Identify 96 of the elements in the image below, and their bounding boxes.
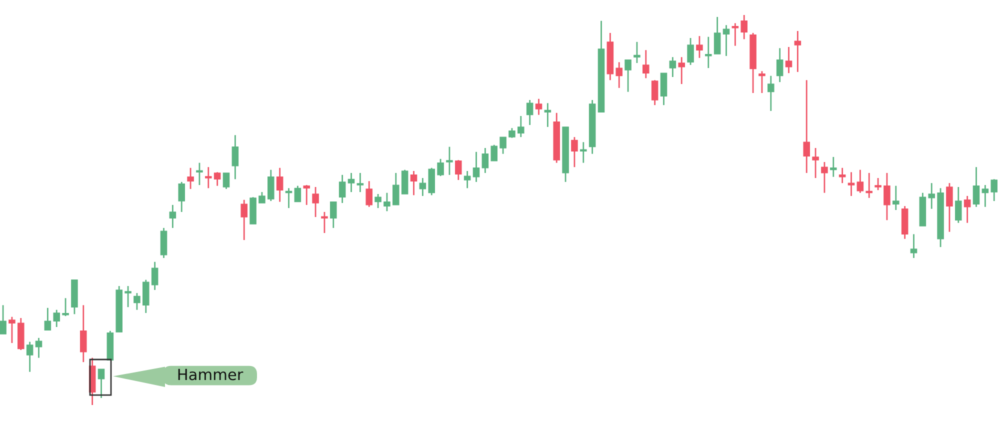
candlestick	[794, 30, 802, 73]
candlestick	[714, 16, 721, 55]
candlestick	[142, 279, 150, 314]
candlestick	[740, 14, 748, 40]
candlestick	[526, 99, 534, 126]
candlestick	[758, 70, 766, 94]
candlestick	[366, 180, 372, 208]
candlestick	[0, 304, 6, 335]
candlestick	[500, 136, 506, 155]
candlestick	[660, 72, 668, 106]
candlestick	[222, 172, 230, 190]
candlestick	[544, 102, 552, 128]
candlestick	[634, 41, 640, 64]
candlestick	[392, 172, 400, 206]
candlestick	[972, 166, 980, 208]
candlestick	[464, 170, 471, 189]
candlestick	[312, 186, 319, 218]
candlestick	[768, 75, 774, 112]
candlestick	[848, 171, 855, 197]
candlestick	[616, 61, 622, 89]
candlestick	[98, 368, 105, 399]
candlestick	[35, 337, 42, 359]
candlestick	[624, 59, 632, 93]
candlestick	[821, 161, 828, 194]
candlestick	[178, 181, 185, 213]
candlestick	[187, 167, 194, 190]
candlestick	[303, 184, 310, 206]
candlestick	[62, 297, 69, 317]
candlestick	[374, 193, 382, 209]
candlestick	[240, 199, 248, 241]
candlestick	[268, 169, 274, 202]
candlestick	[196, 162, 203, 186]
candlestick	[571, 136, 578, 168]
candlestick	[678, 56, 685, 85]
candlestick	[812, 147, 819, 179]
candlestick	[321, 211, 328, 234]
candlestick	[205, 166, 212, 189]
candlestick	[80, 304, 87, 363]
candlestick	[955, 186, 962, 224]
candlestick	[982, 184, 989, 208]
candlestick	[384, 192, 390, 212]
candlestick	[53, 309, 60, 328]
candlestick	[437, 158, 444, 177]
candlestick	[232, 134, 239, 180]
candlestick	[428, 167, 435, 196]
candlestick	[856, 169, 864, 194]
candlestick	[838, 167, 846, 184]
candlestick	[705, 36, 712, 69]
candlestick	[214, 171, 221, 187]
candlestick	[696, 35, 703, 59]
candlestick	[508, 127, 516, 139]
candlestick	[401, 169, 408, 195]
candlestick	[946, 182, 953, 233]
candlestick	[446, 146, 453, 176]
candlestick	[874, 177, 882, 191]
candlestick	[348, 172, 355, 193]
candlestick	[276, 167, 284, 203]
candlestick	[169, 204, 176, 229]
candlestick	[535, 98, 542, 116]
candlestick	[124, 285, 132, 308]
candlestick	[651, 79, 658, 106]
candlestick	[410, 170, 418, 196]
candlestick	[830, 156, 837, 178]
candlestick	[964, 195, 971, 224]
candlestick	[134, 292, 140, 311]
candlestick	[669, 56, 676, 78]
candlestick	[472, 151, 480, 183]
candlestick	[258, 191, 266, 204]
candlestick	[785, 46, 792, 74]
candlestick	[455, 159, 462, 181]
candlestick	[580, 141, 587, 164]
candlestick	[419, 177, 426, 197]
candlestick	[687, 37, 694, 66]
candlestick	[490, 144, 498, 162]
candlestick	[990, 178, 998, 202]
candlestick	[776, 47, 784, 83]
candlestick	[44, 307, 52, 331]
candlestick	[722, 24, 730, 57]
candlestick	[338, 174, 346, 204]
candlestick	[642, 49, 650, 79]
candlestick	[356, 172, 364, 193]
candlestick	[8, 316, 16, 344]
candlestick	[866, 172, 872, 199]
candlestick	[151, 261, 158, 291]
candlestick	[892, 185, 900, 211]
candlestick	[330, 201, 337, 229]
candlestick	[928, 182, 935, 210]
candlestick	[294, 185, 302, 203]
candlestick	[482, 147, 489, 174]
candlestick	[26, 341, 34, 373]
candlestick	[884, 172, 890, 221]
candlestick	[910, 233, 918, 259]
candlestick	[803, 79, 810, 174]
candlestick	[160, 227, 168, 259]
annotation: Hammer	[178, 368, 244, 380]
candlestick	[518, 115, 524, 138]
